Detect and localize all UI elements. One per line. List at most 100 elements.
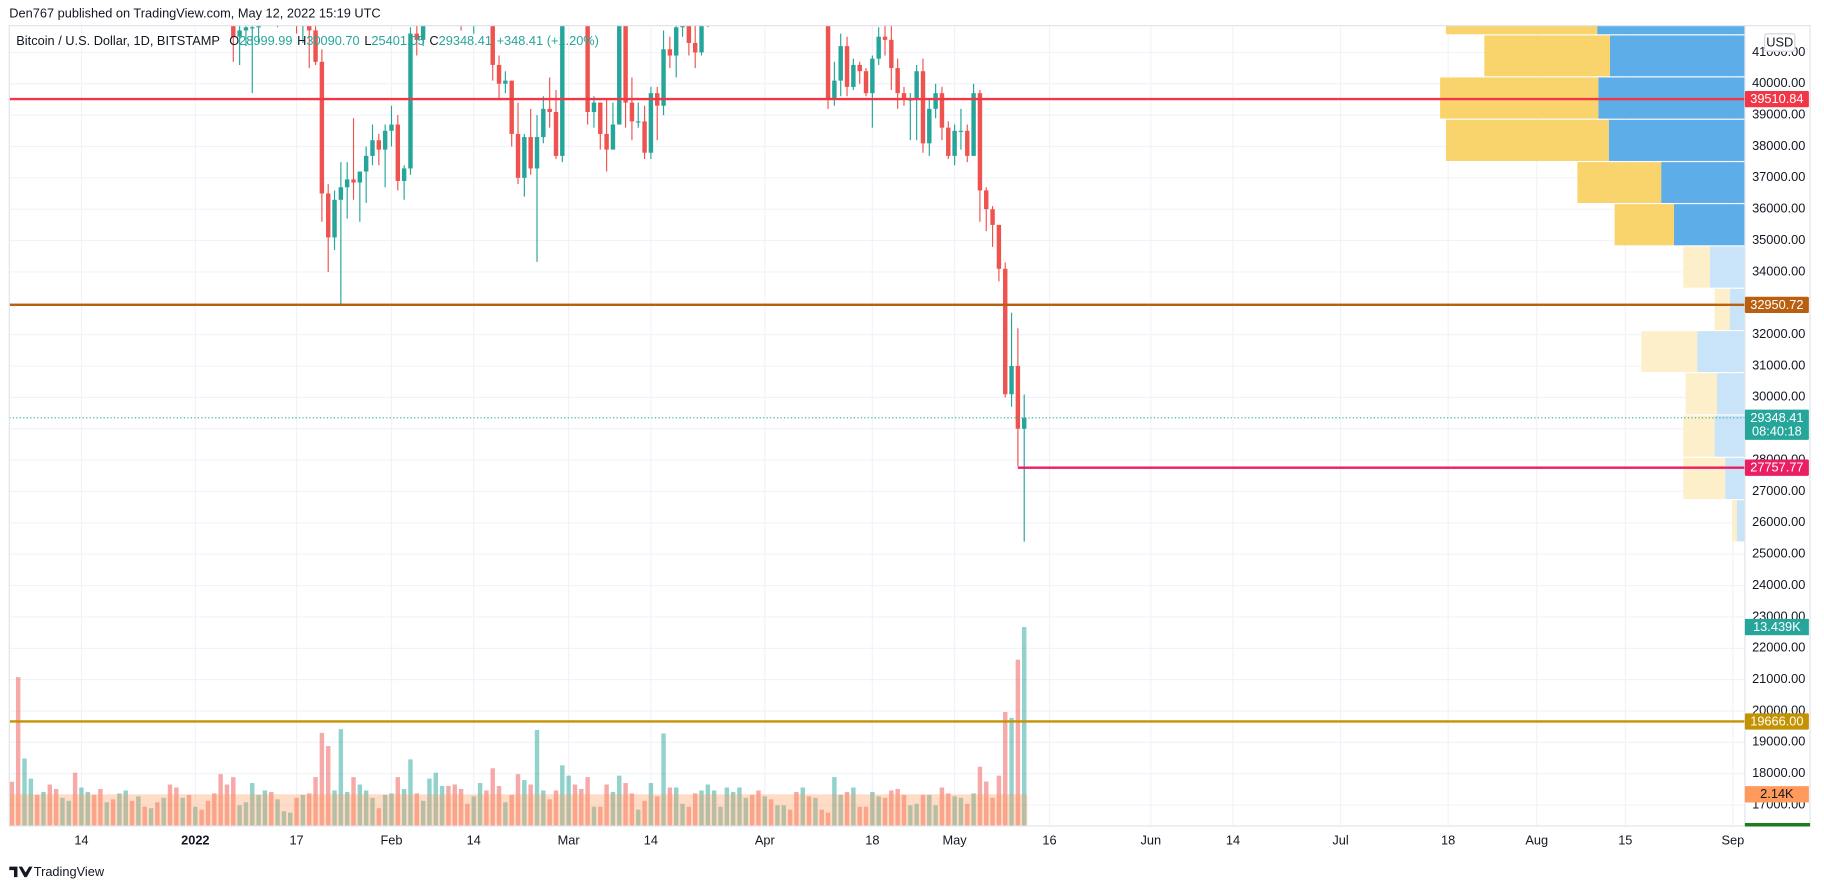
volume-bar (161, 797, 166, 826)
volume-bar (762, 796, 768, 826)
volume-bar (193, 806, 198, 826)
currency-box[interactable] (1764, 33, 1796, 52)
volume-bar (629, 793, 635, 826)
volume-bar (863, 806, 869, 826)
profile-down (1683, 457, 1726, 500)
volume-bar (984, 781, 989, 826)
candle-body (820, 0, 824, 15)
profile-up (1661, 162, 1745, 203)
candle-body (1003, 268, 1008, 395)
volume-bar (332, 790, 337, 826)
volume-bar (325, 746, 331, 826)
x-tick-label: 17 (289, 832, 303, 847)
candle-body (496, 64, 502, 84)
candle-body (629, 102, 635, 122)
y-tick-label: 24000.00 (1752, 577, 1805, 592)
x-tick-label: Mar (558, 832, 581, 847)
candle-body (882, 36, 888, 40)
currency[interactable]: USD (1766, 34, 1793, 49)
level-label: 32950.72 (1750, 297, 1803, 312)
volume-bar (920, 794, 926, 826)
candle-body (338, 187, 344, 200)
volume-bar (66, 800, 71, 826)
volume-bar (401, 788, 407, 826)
volume-bar (958, 797, 964, 826)
volume-bar (547, 799, 552, 826)
candle-body (579, 0, 583, 5)
footer-brand: TradingView (34, 864, 105, 879)
volume-bar (996, 775, 1002, 826)
x-tick-label: Sep (1722, 832, 1745, 847)
y-tick-label: 38000.00 (1752, 138, 1805, 153)
volume-bar (98, 788, 103, 826)
volume-bar (9, 781, 15, 826)
candle-body (870, 58, 875, 94)
legend-value: 29348.41 (439, 33, 492, 48)
volume-bar (408, 759, 413, 826)
volume-bar (496, 786, 502, 826)
candle-body (706, 0, 710, 8)
volume-bar (452, 784, 457, 826)
candle-body (591, 102, 597, 112)
profile-up (1673, 204, 1745, 246)
volume-bar (224, 784, 230, 826)
candle-body (996, 224, 1002, 269)
volume-bar (420, 800, 426, 826)
volume-bar (617, 775, 622, 826)
legend-value: 25401.05 (371, 33, 424, 48)
x-tick-label: May (943, 832, 968, 847)
profile-down (1685, 373, 1717, 415)
candle-body (692, 42, 698, 53)
volume-bar (288, 812, 293, 826)
candle-body (889, 39, 894, 69)
x-tick-label: 18 (865, 832, 879, 847)
volume-bar (205, 800, 211, 826)
candle-body (686, 25, 692, 43)
candle-body (243, 27, 249, 31)
volume-bar (465, 803, 470, 826)
volume-bar (813, 797, 818, 826)
profile-up (1725, 457, 1745, 500)
candle-body (382, 130, 388, 150)
volume-bar (870, 791, 875, 826)
countdown-label: 08:40:18 (1752, 424, 1802, 439)
volume-bar (768, 799, 774, 826)
volume-bar (572, 784, 578, 826)
candle-body (453, 0, 457, 8)
volume-bar (749, 794, 755, 826)
x-tick-label: Feb (380, 832, 402, 847)
volume-bar (699, 790, 704, 826)
volume-bar (490, 768, 495, 826)
published-note: Den767 published on TradingView.com, May… (9, 5, 380, 20)
candle-body (813, 0, 817, 12)
volume-bar (528, 784, 533, 826)
profile-down (1714, 288, 1730, 330)
candle-body (472, 2, 476, 18)
y-tick-label: 40000.00 (1752, 75, 1805, 90)
candle-body (363, 155, 369, 172)
candle-body (984, 190, 989, 210)
candle-body (661, 49, 666, 106)
volume-bar (1015, 659, 1021, 826)
volume-bar (110, 799, 116, 826)
volume-bar (851, 787, 856, 826)
candle-body (319, 61, 325, 194)
volume-bar (889, 790, 894, 826)
legend-value: 28999.99 (239, 33, 292, 48)
volume-bar (882, 797, 888, 826)
legend: Bitcoin / U.S. Dollar, 1D, BITSTAMP O2899… (16, 33, 599, 48)
volume-bar (832, 777, 837, 826)
level-badge (1744, 90, 1809, 108)
volume-bar (623, 783, 628, 826)
volume-bar (718, 806, 723, 826)
volume-bar (167, 784, 173, 826)
volume-bar (1021, 627, 1027, 826)
candle-body (541, 108, 546, 138)
volume-bar (946, 793, 951, 826)
level-label: 27757.77 (1750, 460, 1803, 475)
x-tick-label: 15 (1618, 832, 1632, 847)
candle-body (250, 27, 255, 29)
candle-body (825, 25, 831, 100)
volume-bar (433, 772, 438, 826)
